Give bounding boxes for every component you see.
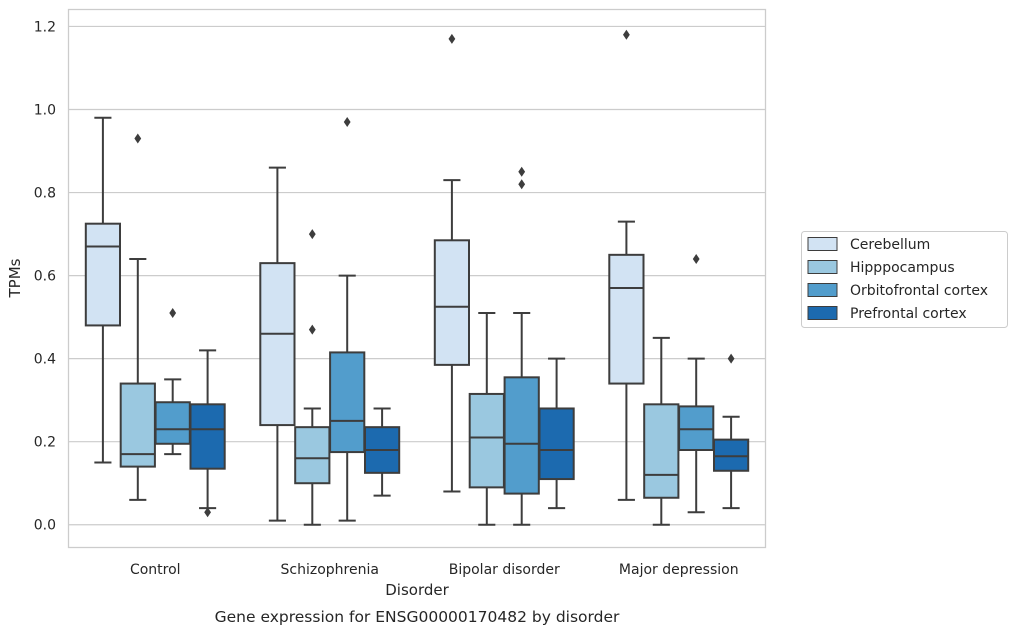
legend-frame [801, 231, 1008, 328]
box-element [363, 407, 401, 497]
legend-swatch [807, 283, 838, 297]
box-element [468, 311, 505, 526]
box-element [259, 166, 296, 522]
box-iqr [294, 426, 331, 485]
legend-items: Cerebellum Hipppocampus Orbitofrontal cort… [807, 237, 988, 322]
box-element [678, 253, 715, 514]
box-element [84, 116, 122, 464]
box-element [329, 116, 366, 522]
box-iqr [468, 392, 505, 489]
outlier-point [134, 133, 142, 144]
box-iqr [712, 438, 750, 472]
plot-frame [67, 8, 767, 549]
outlier-point [308, 229, 316, 240]
box-iqr [678, 405, 715, 452]
box-element [503, 166, 540, 526]
outlier-point [623, 29, 630, 40]
legend-item: Hipppocampus [807, 260, 955, 276]
box-iqr [189, 403, 226, 470]
legend-swatch [807, 237, 838, 251]
legend-label: Prefrontal cortex [850, 306, 967, 322]
box-iqr [154, 401, 191, 445]
y-tick-label: 0.6 [34, 269, 56, 285]
outlier-point [308, 324, 316, 335]
boxes [84, 29, 750, 526]
x-tick-label: Control [130, 562, 181, 578]
outlier-point [518, 166, 526, 177]
box-iqr [84, 222, 122, 327]
box-iqr [608, 253, 645, 385]
legend-label: Cerebellum [850, 237, 930, 253]
box-element [608, 29, 645, 501]
box-iqr [433, 239, 471, 366]
y-tick-label: 0.8 [34, 186, 56, 202]
box-iqr [329, 351, 366, 454]
outlier-point [169, 307, 177, 318]
box-iqr [538, 407, 575, 481]
legend-label: Orbitofrontal cortex [850, 283, 988, 299]
legend-item: Cerebellum [807, 237, 930, 253]
legend-label: Hipppocampus [850, 260, 955, 276]
outlier-point [204, 507, 211, 518]
outlier-point [727, 353, 735, 364]
legend-swatch [807, 260, 838, 274]
box-iqr [503, 376, 540, 495]
y-tick-label: 0.0 [34, 518, 56, 534]
y-axis-title: TPMs [6, 258, 24, 298]
outlier-point [343, 116, 351, 127]
box-element [643, 336, 680, 526]
box-iqr [259, 262, 296, 427]
legend-item: Orbitofrontal cortex [807, 283, 988, 299]
x-axis-title: Disorder [385, 581, 449, 599]
box-element [433, 33, 471, 493]
outlier-point [692, 253, 700, 264]
x-tick-label: Schizophrenia [281, 562, 379, 578]
y-tick-label: 1.0 [34, 102, 56, 118]
y-tick-label: 1.2 [34, 19, 56, 35]
outlier-point [518, 179, 526, 190]
y-tick-labels: 0.0 0.2 0.4 0.6 0.8 1.0 1.2 [34, 19, 56, 533]
outlier-point [448, 33, 456, 44]
x-tick-label: Major depression [619, 562, 739, 578]
y-tick-label: 0.2 [34, 435, 56, 451]
x-tick-label: Bipolar disorder [449, 562, 560, 578]
box-element [712, 353, 750, 510]
box-element [538, 357, 575, 510]
box-element [189, 349, 226, 518]
y-tick-label: 0.4 [34, 352, 56, 368]
box-element [154, 307, 191, 456]
box-element [294, 229, 331, 526]
x-tick-labels: Control Schizophrenia Bipolar disorder Majo… [130, 562, 739, 578]
legend-item: Prefrontal cortex [807, 306, 967, 322]
box-iqr [643, 403, 680, 499]
legend: Cerebellum Hipppocampus Orbitofrontal cort… [801, 231, 1008, 328]
legend-swatch [807, 306, 838, 320]
chart-caption: Gene expression for ENSG00000170482 by d… [215, 608, 620, 626]
